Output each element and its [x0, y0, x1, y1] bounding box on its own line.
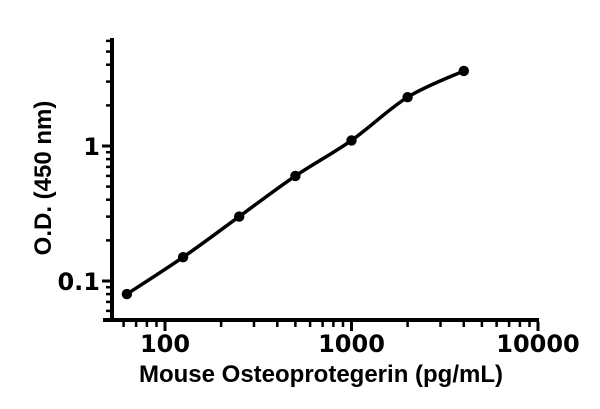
data-point — [121, 288, 133, 300]
data-point — [402, 92, 413, 103]
y-axis-title: O.D. (450 nm) — [30, 100, 57, 256]
x-tick-label: 1000 — [318, 330, 385, 358]
x-tick-label: 100 — [140, 330, 190, 358]
data-point — [234, 211, 245, 222]
x-tick-label: 10000 — [496, 330, 580, 358]
x-axis-title: Mouse Osteoprotegerin (pg/mL) — [138, 361, 503, 388]
data-point — [346, 135, 357, 146]
y-tick-label: 0.1 — [57, 268, 100, 296]
fit-curve — [125, 69, 466, 296]
data-point — [290, 170, 301, 182]
data-point — [177, 252, 189, 263]
data-point — [458, 65, 469, 77]
y-tick-label: 1 — [83, 133, 100, 161]
